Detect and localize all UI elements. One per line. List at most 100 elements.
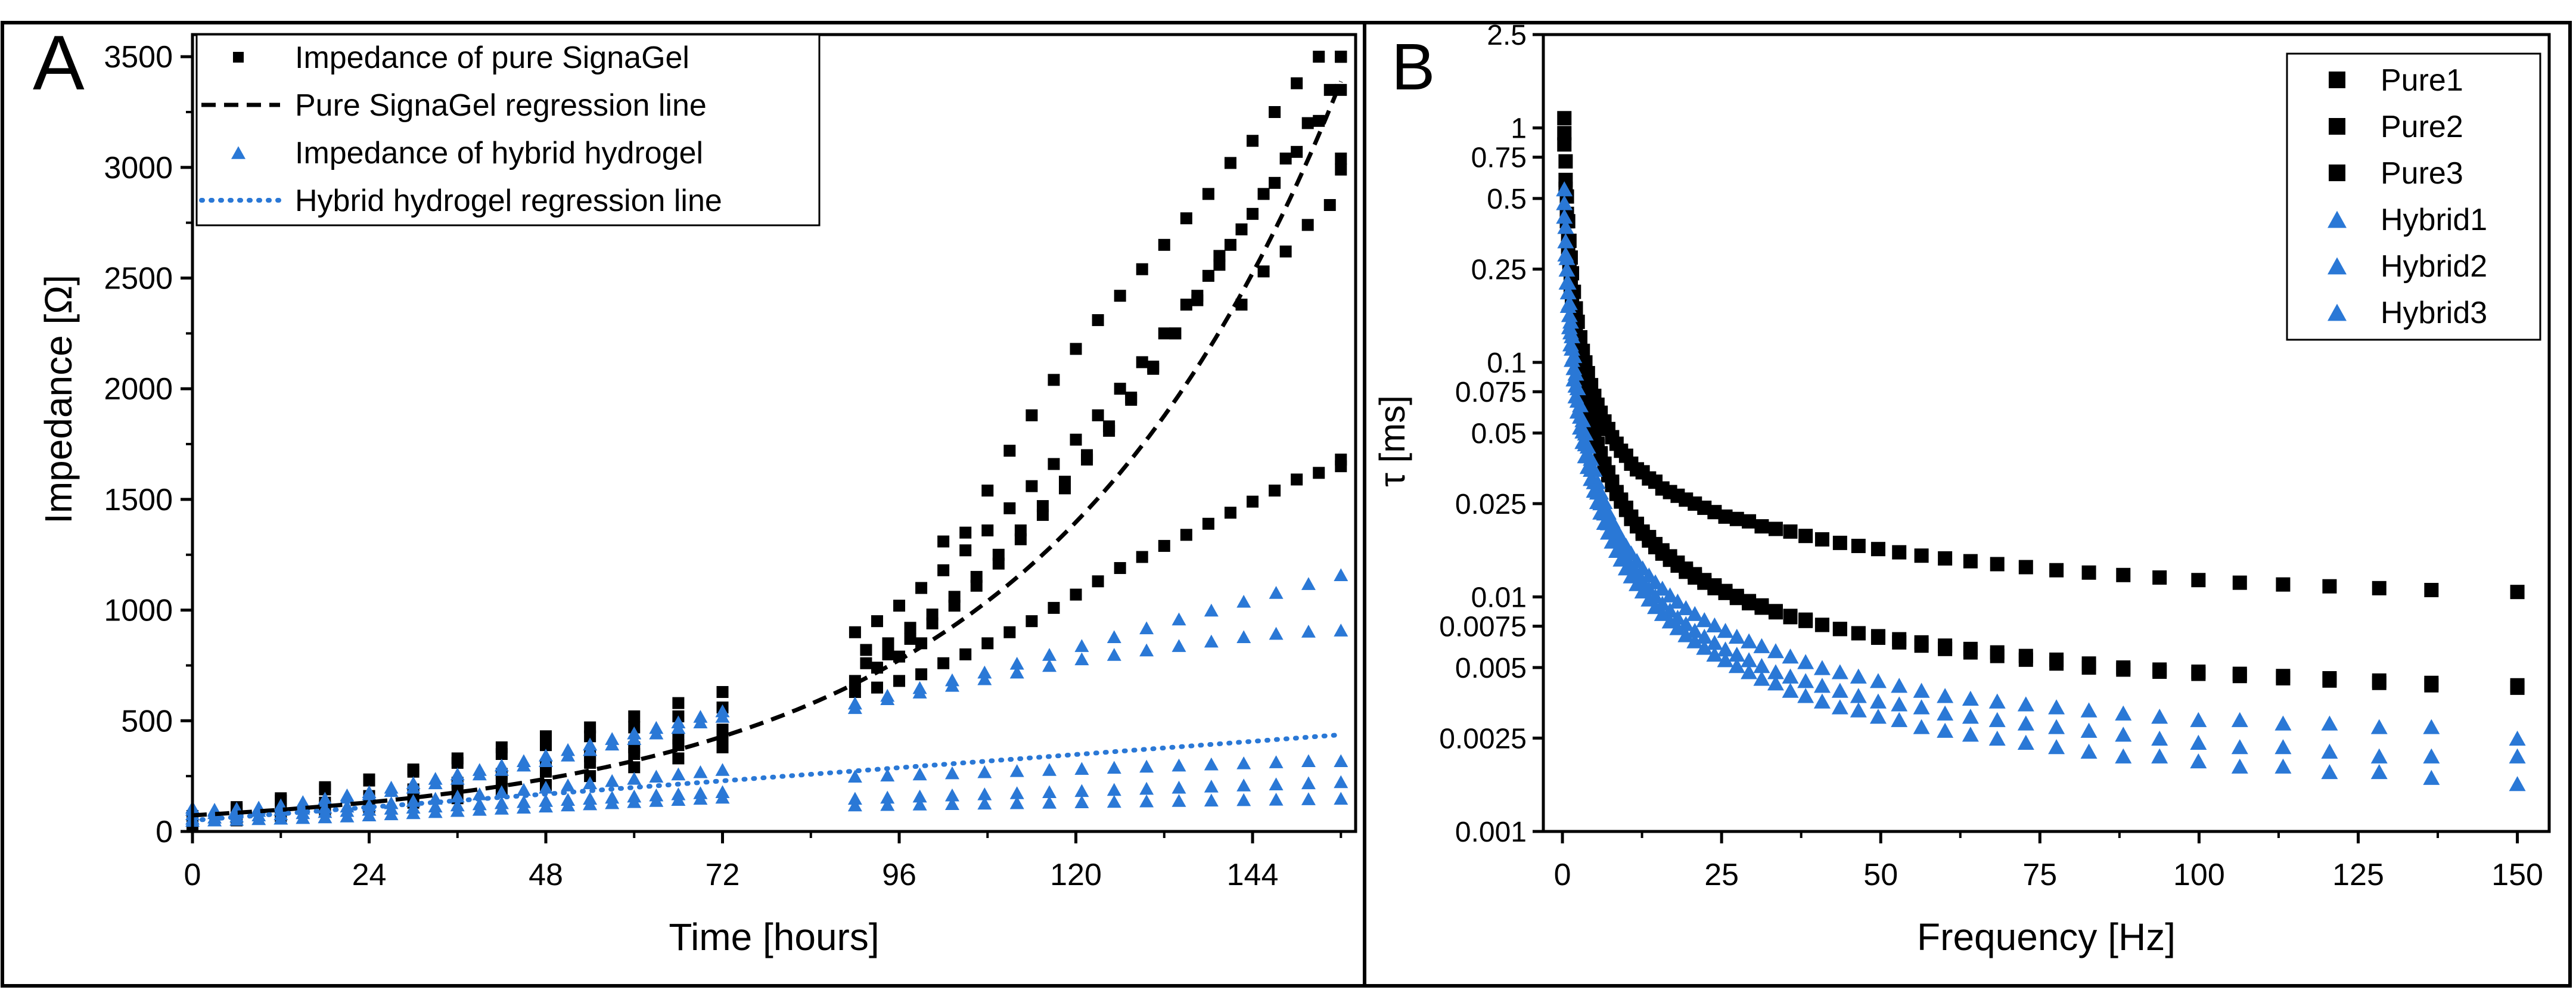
tau-hybrid-point — [1850, 702, 1867, 718]
legend-label: Hybrid1 — [2381, 203, 2487, 237]
legend-triangle-marker — [2328, 303, 2347, 321]
hybrid-hydrogel-point — [384, 807, 399, 821]
hybrid-hydrogel-point — [318, 794, 333, 807]
x-tick-label: 75 — [2022, 858, 2057, 892]
pure-signagel-point — [981, 485, 994, 497]
tau-hybrid-point — [1767, 643, 1784, 659]
pure-signagel-point — [970, 579, 983, 592]
hybrid-hydrogel-point — [1074, 795, 1089, 809]
hybrid-hydrogel-point — [1301, 776, 1316, 790]
hybrid-hydrogel-point — [1042, 796, 1057, 809]
hybrid-hydrogel-point — [318, 810, 333, 824]
tau-hybrid-point — [1741, 652, 1758, 668]
tau-pure-point — [2232, 666, 2247, 681]
tau-pure-point — [1870, 629, 1885, 644]
pure-signagel-point — [959, 648, 972, 660]
tau-hybrid-point — [2017, 734, 2034, 750]
hybrid-hydrogel-point — [1269, 792, 1284, 806]
pure-signagel-point — [1048, 601, 1060, 614]
legend-triangle-marker — [231, 146, 246, 159]
pure-signagel-point — [1059, 482, 1071, 495]
y-tick-label: 2.5 — [1487, 20, 1527, 51]
x-tick-label: 48 — [529, 858, 563, 892]
hybrid-hydrogel-point — [977, 672, 992, 685]
pure-signagel-point — [981, 637, 994, 650]
hybrid-hydrogel-point — [1107, 630, 1121, 643]
x-tick-label: 100 — [2173, 858, 2225, 892]
tau-hybrid-point — [1782, 682, 1799, 698]
pure-signagel-point — [584, 730, 596, 743]
hybrid-hydrogel-point — [912, 767, 927, 781]
pure-signagel-point — [1279, 152, 1292, 165]
pure-signagel-point — [1114, 383, 1126, 395]
tau-pure-point — [2081, 565, 2096, 580]
tau-pure-point — [1557, 137, 1572, 152]
tau-pure-point — [1892, 545, 1907, 560]
tau-pure-point — [1754, 519, 1769, 534]
pure-signagel-point — [495, 748, 508, 761]
tau-hybrid-point — [1559, 284, 1577, 300]
tau-pure-point — [2116, 660, 2131, 675]
hybrid-hydrogel-point — [362, 808, 377, 821]
legend-square-marker — [2329, 72, 2345, 88]
pure-signagel-point — [1048, 374, 1060, 386]
pure-signagel-point — [1235, 223, 1248, 235]
hybrid-hydrogel-point — [880, 692, 895, 705]
panel-a-axes: 0 24 48 72 96 120 144 0 500 1000 1500 2000 2500 3000 3… — [104, 33, 1357, 892]
hybrid-hydrogel-point — [1236, 594, 1251, 608]
tau-hybrid-point — [1661, 587, 1679, 603]
tau-hybrid-point — [2151, 709, 2168, 724]
pure-signagel-point — [1279, 245, 1292, 257]
hybrid-hydrogel-point — [944, 797, 959, 811]
pure-signagel-point — [1070, 343, 1082, 355]
tau-hybrid-point — [2190, 712, 2207, 727]
pure-signagel-point — [1224, 238, 1236, 251]
tau-hybrid-point — [1937, 722, 1954, 738]
pure-signagel-point — [871, 681, 883, 694]
tau-hybrid-point — [1661, 613, 1679, 629]
y-tick-label: 0.1 — [1487, 347, 1527, 379]
hybrid-hydrogel-point — [406, 806, 421, 820]
pure-signagel-point — [1335, 152, 1347, 165]
tau-pure-point — [1990, 557, 2005, 572]
pure-signagel-point — [540, 739, 552, 752]
tau-hybrid-point — [2274, 758, 2292, 774]
tau-hybrid-point — [2115, 748, 2132, 764]
tau-hybrid-point — [2231, 758, 2248, 774]
y-tick-label: 0.5 — [1487, 184, 1527, 215]
figure-frame — [1, 21, 2572, 988]
pure-signagel-point — [1191, 290, 1204, 302]
hybrid-hydrogel-point — [428, 776, 443, 790]
pure-signagel-point — [1180, 299, 1192, 311]
hybrid-hydrogel-point — [1139, 643, 1154, 657]
pure-signagel-point — [1081, 454, 1093, 466]
tau-hybrid-point — [1797, 673, 1814, 688]
x-tick-label: 0 — [1554, 858, 1571, 892]
pure-signagel-point — [1202, 269, 1214, 282]
tau-hybrid-point — [1567, 388, 1584, 404]
hybrid-hydrogel-point — [561, 798, 576, 812]
pure-signagel-point — [1180, 529, 1192, 541]
y-tick-label: 2500 — [104, 262, 173, 296]
legend-label: Hybrid hydrogel regression line — [295, 184, 722, 218]
tau-pure-point — [1783, 524, 1798, 539]
tau-pure-point — [2191, 664, 2206, 679]
tau-hybrid-point — [1557, 219, 1574, 234]
hybrid-hydrogel-point — [1301, 577, 1316, 590]
hybrid-hydrogel-point — [1334, 568, 1348, 581]
pure-signagel-point — [1301, 117, 1314, 129]
hybrid-hydrogel-point — [1172, 612, 1186, 626]
tau-hybrid-point — [1677, 600, 1695, 616]
pure-signagel-point — [937, 564, 950, 576]
pure-signagel-point — [1003, 445, 1016, 457]
hybrid-hydrogel-point — [1204, 634, 1219, 648]
hybrid-hydrogel-point — [1204, 780, 1219, 793]
hybrid-hydrogel-point — [472, 787, 487, 800]
tau-hybrid-point — [1640, 591, 1658, 607]
pure-signagel-point — [904, 632, 916, 645]
hybrid-hydrogel-point — [1009, 656, 1024, 670]
tau-hybrid-point — [1577, 448, 1594, 464]
tau-hybrid-point — [1556, 181, 1573, 197]
pure-signagel-point — [904, 622, 916, 634]
